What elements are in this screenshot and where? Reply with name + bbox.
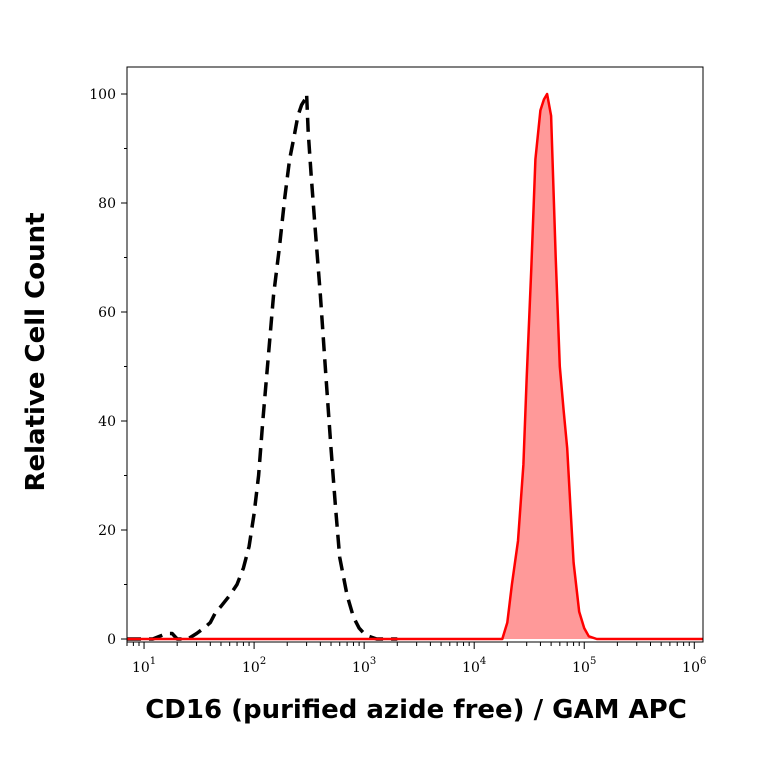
x-tick-label: 106 xyxy=(682,656,706,676)
series-0-line xyxy=(127,92,398,641)
y-tick-label: 80 xyxy=(98,196,116,212)
x-axis-title: CD16 (purified azide free) / GAM APC xyxy=(145,695,687,725)
plot-frame xyxy=(126,66,704,643)
x-tick-label: 105 xyxy=(572,656,596,676)
y-tick-label: 40 xyxy=(98,414,116,430)
y-axis: 0 20 40 60 80 100 xyxy=(89,87,127,648)
series-1-line xyxy=(127,92,703,641)
y-tick-label: 0 xyxy=(107,632,116,648)
x-axis: 101 102 103 104 105 106 xyxy=(126,642,706,676)
x-tick-label: 101 xyxy=(132,656,156,676)
y-tick-label: 100 xyxy=(89,87,116,103)
x-tick-label: 102 xyxy=(242,656,266,676)
y-tick-label: 60 xyxy=(98,305,116,321)
series-1-fill xyxy=(127,94,703,639)
plot-area xyxy=(127,92,703,641)
y-tick-label: 20 xyxy=(98,523,116,539)
x-tick-label: 104 xyxy=(462,656,486,676)
y-axis-title: Relative Cell Count xyxy=(21,212,51,491)
x-tick-label: 103 xyxy=(352,656,376,676)
